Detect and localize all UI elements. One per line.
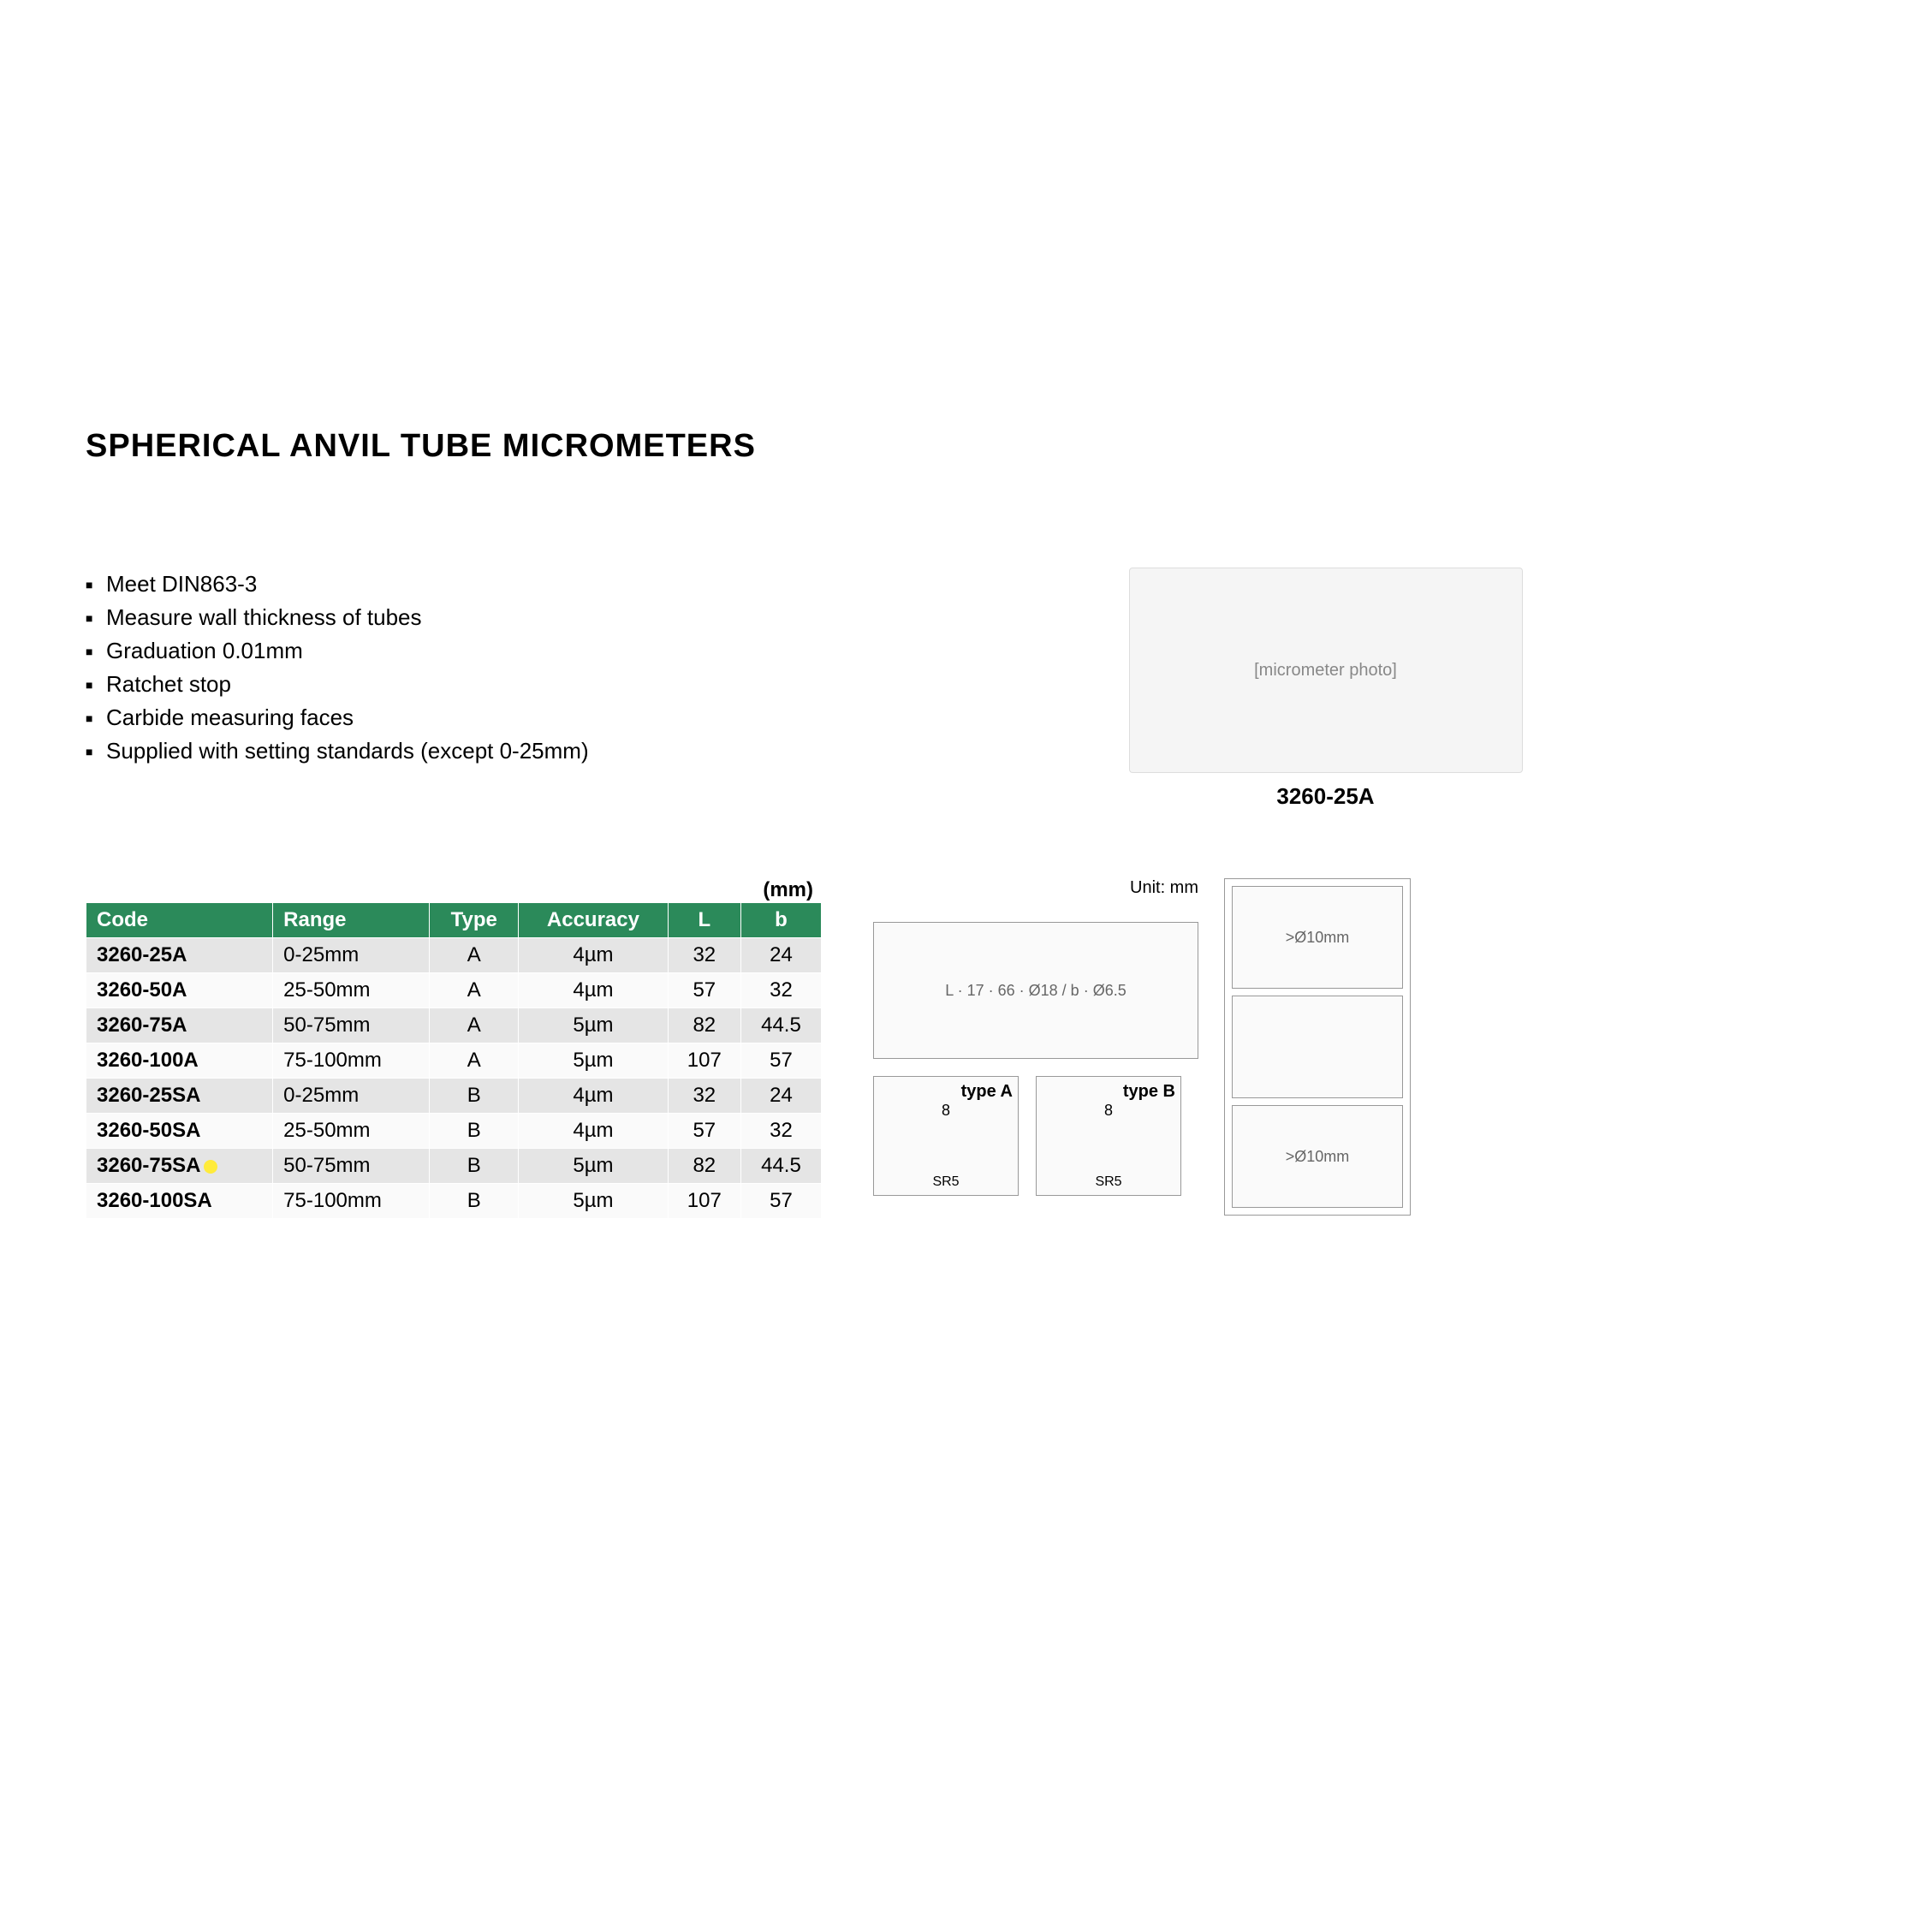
table-header: b (740, 903, 821, 938)
diagram-unit: Unit: mm (873, 878, 1198, 898)
table-cell: 4µm (519, 1079, 668, 1114)
feature-item: Graduation 0.01mm (86, 634, 702, 668)
table-cell: 5µm (519, 1008, 668, 1043)
table-cell: 4µm (519, 1114, 668, 1149)
feature-item: Measure wall thickness of tubes (86, 601, 702, 634)
side-diagram-3: >Ø10mm (1232, 1105, 1403, 1208)
table-row: 3260-50SA25-50mmB4µm5732 (86, 1114, 822, 1149)
table-cell: 107 (668, 1184, 740, 1219)
table-cell: 32 (740, 973, 821, 1008)
table-cell: A (430, 1008, 519, 1043)
feature-item: Carbide measuring faces (86, 701, 702, 734)
table-cell: 3260-75SA (86, 1149, 273, 1184)
table-cell: 57 (668, 973, 740, 1008)
table-row: 3260-100SA75-100mmB5µm10757 (86, 1184, 822, 1219)
table-cell: 3260-50SA (86, 1114, 273, 1149)
table-row: 3260-50A25-50mmA4µm5732 (86, 973, 822, 1008)
table-row: 3260-100A75-100mmA5µm10757 (86, 1043, 822, 1079)
table-cell: B (430, 1184, 519, 1219)
table-header: Code (86, 903, 273, 938)
table-cell: 82 (668, 1149, 740, 1184)
feature-item: Meet DIN863-3 (86, 568, 702, 601)
side-diagram-2 (1232, 996, 1403, 1098)
table-cell: 75-100mm (273, 1184, 430, 1219)
table-cell: 24 (740, 1079, 821, 1114)
main-dimension-diagram: L · 17 · 66 · Ø18 / b · Ø6.5 (873, 922, 1198, 1059)
table-cell: 3260-50A (86, 973, 273, 1008)
table-cell: 3260-25SA (86, 1079, 273, 1114)
page-title: SPHERICAL ANVIL TUBE MICROMETERS (86, 428, 1846, 465)
table-header: Accuracy (519, 903, 668, 938)
table-cell: 5µm (519, 1043, 668, 1079)
feature-item: Ratchet stop (86, 668, 702, 701)
table-cell: 4µm (519, 938, 668, 973)
table-cell: 50-75mm (273, 1008, 430, 1043)
diagrams: Unit: mm L · 17 · 66 · Ø18 / b · Ø6.5 ty… (873, 878, 1846, 1216)
table-header: L (668, 903, 740, 938)
table-row: 3260-75A50-75mmA5µm8244.5 (86, 1008, 822, 1043)
lower-row: (mm) CodeRangeTypeAccuracyLb 3260-25A0-2… (86, 878, 1846, 1219)
table-cell: A (430, 973, 519, 1008)
product-caption: 3260-25A (805, 783, 1846, 810)
table-cell: B (430, 1149, 519, 1184)
table-cell: 57 (740, 1184, 821, 1219)
table-cell: 44.5 (740, 1149, 821, 1184)
table-cell: A (430, 1043, 519, 1079)
feature-list: Meet DIN863-3Measure wall thickness of t… (86, 568, 702, 768)
table-header: Range (273, 903, 430, 938)
table-cell: 32 (740, 1114, 821, 1149)
spec-table: CodeRangeTypeAccuracyLb 3260-25A0-25mmA4… (86, 902, 822, 1219)
table-cell: 0-25mm (273, 1079, 430, 1114)
table-cell: 57 (740, 1043, 821, 1079)
table-cell: 25-50mm (273, 973, 430, 1008)
table-cell: 57 (668, 1114, 740, 1149)
table-cell: 50-75mm (273, 1149, 430, 1184)
table-cell: 44.5 (740, 1008, 821, 1043)
table-cell: 32 (668, 1079, 740, 1114)
table-cell: 25-50mm (273, 1114, 430, 1149)
spec-table-wrap: (mm) CodeRangeTypeAccuracyLb 3260-25A0-2… (86, 878, 822, 1219)
table-cell: 107 (668, 1043, 740, 1079)
table-cell: 5µm (519, 1184, 668, 1219)
table-cell: 3260-100SA (86, 1184, 273, 1219)
table-cell: 32 (668, 938, 740, 973)
table-unit-label: (mm) (86, 878, 822, 902)
table-cell: B (430, 1079, 519, 1114)
table-cell: 24 (740, 938, 821, 973)
table-cell: A (430, 938, 519, 973)
table-cell: 82 (668, 1008, 740, 1043)
highlight-dot (204, 1160, 217, 1174)
table-row: 3260-25SA0-25mmB4µm3224 (86, 1079, 822, 1114)
table-cell: 3260-25A (86, 938, 273, 973)
side-diagrams: >Ø10mm >Ø10mm (1224, 878, 1411, 1216)
table-cell: B (430, 1114, 519, 1149)
table-row: 3260-75SA50-75mmB5µm8244.5 (86, 1149, 822, 1184)
table-cell: 5µm (519, 1149, 668, 1184)
feature-item: Supplied with setting standards (except … (86, 734, 702, 768)
side-diagram-1: >Ø10mm (1232, 886, 1403, 989)
product-image: [micrometer photo] (1129, 568, 1523, 773)
product-image-block: [micrometer photo] 3260-25A (805, 568, 1846, 810)
table-cell: 4µm (519, 973, 668, 1008)
table-cell: 3260-100A (86, 1043, 273, 1079)
type-b-diagram: type B 8 SR5 (1036, 1076, 1181, 1196)
table-cell: 3260-75A (86, 1008, 273, 1043)
features-row: Meet DIN863-3Measure wall thickness of t… (86, 568, 1846, 810)
table-header: Type (430, 903, 519, 938)
type-a-diagram: type A 8 SR5 (873, 1076, 1019, 1196)
table-row: 3260-25A0-25mmA4µm3224 (86, 938, 822, 973)
table-cell: 0-25mm (273, 938, 430, 973)
table-cell: 75-100mm (273, 1043, 430, 1079)
